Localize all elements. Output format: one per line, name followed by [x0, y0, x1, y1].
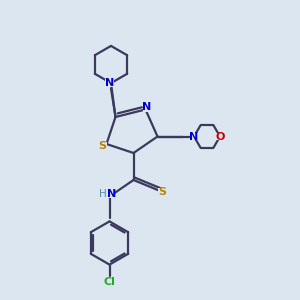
Text: S: S [98, 141, 106, 152]
Text: S: S [158, 187, 166, 197]
Text: Cl: Cl [103, 277, 116, 287]
FancyBboxPatch shape [104, 278, 115, 286]
Text: H: H [99, 189, 107, 199]
FancyBboxPatch shape [143, 104, 151, 112]
Text: N: N [142, 101, 152, 112]
FancyBboxPatch shape [105, 79, 114, 87]
FancyBboxPatch shape [216, 133, 224, 140]
Text: N: N [189, 131, 199, 142]
FancyBboxPatch shape [99, 190, 114, 198]
Text: N: N [105, 78, 114, 88]
Text: N: N [107, 189, 116, 199]
FancyBboxPatch shape [190, 133, 198, 140]
FancyBboxPatch shape [158, 188, 166, 196]
FancyBboxPatch shape [97, 142, 107, 151]
Text: O: O [215, 131, 225, 142]
